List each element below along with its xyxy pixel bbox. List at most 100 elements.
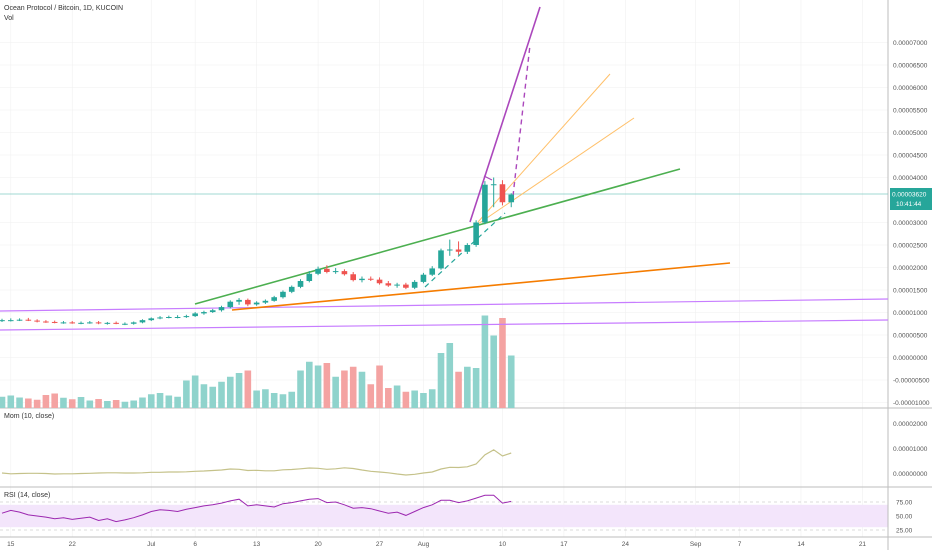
price-axis-label: 0.00002500 bbox=[893, 243, 928, 250]
candle-body bbox=[332, 271, 339, 273]
time-axis-label: 7 bbox=[738, 541, 742, 548]
candle-body bbox=[78, 322, 84, 324]
volume-bar bbox=[411, 390, 418, 408]
candle-body bbox=[446, 249, 453, 251]
price-axis-label: 0.00007000 bbox=[893, 40, 928, 47]
candlestick-series bbox=[0, 177, 515, 326]
volume-bar bbox=[367, 384, 375, 408]
mom-axis: 0.00002000 0.00001000 0.00000000 bbox=[893, 421, 928, 478]
volume-bar bbox=[156, 393, 164, 408]
channel-lower-line[interactable] bbox=[0, 319, 889, 331]
price-axis-label: 0.00005500 bbox=[893, 108, 928, 115]
price-axis-label: -0.00000500 bbox=[893, 378, 930, 385]
time-axis-label: 24 bbox=[622, 541, 630, 548]
purple-steep-line[interactable] bbox=[469, 6, 541, 223]
price-axis-label: 0.00001500 bbox=[893, 288, 928, 295]
volume-bar bbox=[183, 380, 190, 408]
volume-bar bbox=[42, 395, 50, 408]
price-axis-label: 0.00006000 bbox=[893, 85, 928, 92]
candle-body bbox=[315, 268, 321, 274]
candle-body bbox=[25, 319, 32, 321]
candle-body bbox=[218, 307, 225, 311]
candle-body bbox=[499, 184, 506, 203]
candle-body bbox=[69, 322, 76, 324]
candle-body bbox=[60, 322, 67, 324]
volume-bar bbox=[358, 371, 366, 408]
volume-bar bbox=[130, 400, 137, 408]
candle-body bbox=[490, 184, 497, 186]
green-trendline[interactable] bbox=[194, 168, 681, 305]
fan-line-lower[interactable] bbox=[477, 117, 635, 225]
mom-axis-label: 0.00001000 bbox=[893, 446, 928, 453]
candle-body bbox=[16, 319, 23, 321]
volume-bar bbox=[262, 389, 269, 408]
candle-body bbox=[113, 322, 119, 324]
price-axis-label: 0.00001000 bbox=[893, 310, 928, 317]
candle-body bbox=[394, 284, 400, 286]
volume-bar bbox=[95, 399, 102, 408]
price-axis[interactable]: 0.00007000 0.00006500 0.00006000 0.00005500… bbox=[893, 40, 930, 407]
candle-body bbox=[148, 318, 155, 321]
volume-bar bbox=[25, 398, 32, 408]
volume-bar bbox=[402, 391, 410, 408]
orange-trendline[interactable] bbox=[231, 262, 731, 311]
candle-body bbox=[227, 301, 234, 308]
candle-body bbox=[403, 284, 409, 288]
volume-bar bbox=[0, 396, 6, 408]
volume-bar bbox=[376, 365, 383, 408]
time-axis[interactable]: 15 22 Jul 6 13 20 27 Aug 10 17 24 Sep 7 14 21 bbox=[7, 541, 866, 548]
candle-body bbox=[104, 322, 111, 324]
price-axis-label: 0.00000000 bbox=[893, 355, 928, 362]
channel-upper-line[interactable] bbox=[0, 298, 889, 312]
price-axis-label: 0.00002000 bbox=[893, 265, 928, 272]
candle-body bbox=[280, 291, 286, 298]
volume-bar bbox=[464, 366, 471, 408]
purple-dashed-projection[interactable] bbox=[512, 44, 531, 197]
volume-bar bbox=[481, 315, 489, 408]
rsi-label: RSI (14, close) bbox=[4, 492, 50, 499]
volume-bar bbox=[253, 390, 260, 408]
price-axis-label: 0.00003000 bbox=[893, 220, 928, 227]
time-axis-label: 6 bbox=[193, 541, 197, 548]
volume-bar bbox=[165, 395, 173, 408]
price-badge-value: 0.00003620 bbox=[892, 192, 927, 199]
volume-bar bbox=[112, 400, 120, 408]
rsi-line bbox=[1, 494, 512, 523]
volume-bar bbox=[68, 399, 76, 408]
volume-bar bbox=[7, 395, 15, 408]
vol-label: Vol bbox=[4, 15, 14, 22]
time-axis-label: 10 bbox=[499, 541, 507, 548]
candle-body bbox=[262, 300, 269, 303]
chart-title: Ocean Protocol / Bitcoin, 1D, KUCOIN bbox=[4, 5, 123, 12]
rsi-axis-label: 75.00 bbox=[896, 500, 913, 507]
volume-bar bbox=[385, 388, 392, 408]
price-axis-label: 0.00004500 bbox=[893, 153, 928, 160]
candle-body bbox=[0, 320, 5, 322]
time-axis-label: 13 bbox=[253, 541, 261, 548]
candle-body bbox=[473, 222, 479, 245]
volume-series bbox=[0, 315, 515, 408]
candle-body bbox=[174, 317, 181, 318]
candle-body bbox=[139, 320, 146, 323]
volume-bar bbox=[235, 373, 243, 408]
volume-bar bbox=[200, 384, 208, 408]
volume-bar bbox=[420, 393, 427, 408]
volume-bar bbox=[323, 363, 331, 408]
candle-body bbox=[411, 281, 418, 288]
time-axis-label: 14 bbox=[797, 541, 805, 548]
candle-body bbox=[87, 322, 93, 324]
candle-body bbox=[183, 316, 190, 318]
volume-bar bbox=[191, 375, 199, 408]
candle-body bbox=[385, 283, 392, 286]
candle-body bbox=[429, 268, 436, 275]
volume-bar bbox=[349, 366, 357, 408]
time-axis-label: Aug bbox=[418, 541, 430, 548]
volume-bar bbox=[499, 318, 506, 408]
volume-bar bbox=[437, 353, 445, 408]
volume-bar bbox=[60, 397, 67, 408]
candle-body bbox=[130, 322, 137, 324]
volume-bar bbox=[297, 370, 304, 408]
rsi-axis: 75.00 50.00 25.00 bbox=[896, 500, 913, 535]
